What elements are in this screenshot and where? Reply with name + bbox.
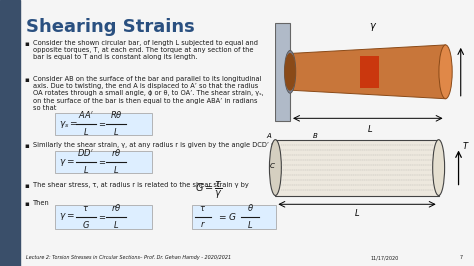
Ellipse shape (269, 140, 282, 196)
FancyBboxPatch shape (55, 151, 152, 173)
Text: opposite torques, T, at each end. The torque at any section of the: opposite torques, T, at each end. The to… (33, 47, 254, 53)
Text: axis. Due to twisting, the end A is displaced to A’ so that the radius: axis. Due to twisting, the end A is disp… (33, 83, 258, 89)
Text: $r$: $r$ (200, 219, 206, 229)
Text: $L$: $L$ (354, 207, 360, 218)
Text: $B$: $B$ (312, 131, 319, 140)
Text: $r\theta$: $r\theta$ (111, 147, 121, 158)
Text: Lecture 2: Torsion Stresses in Circular Sections– Prof. Dr. Gehan Hamdy - 2020/2: Lecture 2: Torsion Stresses in Circular … (26, 255, 231, 260)
Text: ▪: ▪ (24, 183, 29, 189)
Text: on the surface of the bar is then equal to the angle ABA’ in radians: on the surface of the bar is then equal … (33, 98, 257, 103)
Text: $L$: $L$ (113, 126, 119, 137)
Text: $L$: $L$ (113, 219, 119, 230)
Text: $\gamma$: $\gamma$ (369, 21, 378, 33)
Text: 11/17/2020: 11/17/2020 (370, 255, 398, 260)
Text: $R\theta$: $R\theta$ (109, 109, 122, 120)
Text: $\gamma =$: $\gamma =$ (59, 211, 75, 222)
Text: ▪: ▪ (24, 143, 29, 149)
Text: ▪: ▪ (24, 201, 29, 207)
Text: Shearing Strains: Shearing Strains (26, 18, 195, 36)
Text: $= G$: $= G$ (217, 211, 237, 222)
Text: 7: 7 (460, 255, 463, 260)
Text: $L$: $L$ (367, 123, 373, 134)
Text: $L$: $L$ (83, 126, 89, 137)
Text: $G$: $G$ (82, 219, 90, 230)
Text: so that: so that (33, 105, 56, 111)
Text: $T$: $T$ (462, 140, 469, 151)
Polygon shape (275, 140, 438, 196)
Ellipse shape (433, 140, 445, 196)
Bar (0, 0, 20, 266)
Ellipse shape (284, 51, 296, 93)
Text: $\tau$: $\tau$ (82, 204, 90, 213)
Text: $=$: $=$ (97, 213, 107, 222)
Polygon shape (290, 45, 446, 99)
Polygon shape (360, 56, 379, 88)
Text: Consider AB on the surface of the bar and parallel to its longitudinal: Consider AB on the surface of the bar an… (33, 76, 262, 82)
Text: $r\theta$: $r\theta$ (111, 202, 121, 213)
Text: Similarly the shear strain, γ, at any radius r is given by the angle DCD’ so tha: Similarly the shear strain, γ, at any ra… (33, 142, 294, 148)
Ellipse shape (285, 53, 295, 90)
Text: The shear stress, τ, at radius r is related to the shear strain γ by: The shear stress, τ, at radius r is rela… (33, 182, 249, 188)
Text: Consider the shown circular bar, of length L subjected to equal and: Consider the shown circular bar, of leng… (33, 40, 258, 46)
Text: $L$: $L$ (113, 164, 119, 175)
Text: $L$: $L$ (247, 219, 253, 230)
Text: $DD'$: $DD'$ (77, 147, 94, 158)
Text: $=$: $=$ (97, 157, 107, 167)
Text: $A$: $A$ (266, 131, 273, 140)
Text: $L$: $L$ (83, 164, 89, 175)
Ellipse shape (439, 45, 452, 99)
Text: $G = \dfrac{\tau}{\gamma}$: $G = \dfrac{\tau}{\gamma}$ (195, 180, 223, 201)
Text: $\gamma =$: $\gamma =$ (59, 156, 75, 168)
FancyBboxPatch shape (55, 205, 152, 229)
Text: Then: Then (33, 200, 50, 206)
Text: OA rotates through a small angle, ϕ or θ, to OA’. The shear strain, γₛ,: OA rotates through a small angle, ϕ or θ… (33, 90, 264, 96)
FancyBboxPatch shape (55, 113, 152, 135)
Text: $\gamma_s =$: $\gamma_s =$ (59, 118, 78, 130)
Text: $\tau$: $\tau$ (200, 204, 207, 213)
Text: ▪: ▪ (24, 41, 29, 47)
Text: bar is equal to T and is constant along its length.: bar is equal to T and is constant along … (33, 55, 197, 60)
Text: $=$: $=$ (97, 119, 107, 128)
Text: $\theta$: $\theta$ (246, 202, 254, 213)
Text: $C$: $C$ (269, 161, 275, 170)
FancyBboxPatch shape (192, 205, 276, 229)
Text: ▪: ▪ (24, 77, 29, 83)
Text: $AA'$: $AA'$ (78, 109, 94, 120)
Polygon shape (275, 23, 290, 121)
